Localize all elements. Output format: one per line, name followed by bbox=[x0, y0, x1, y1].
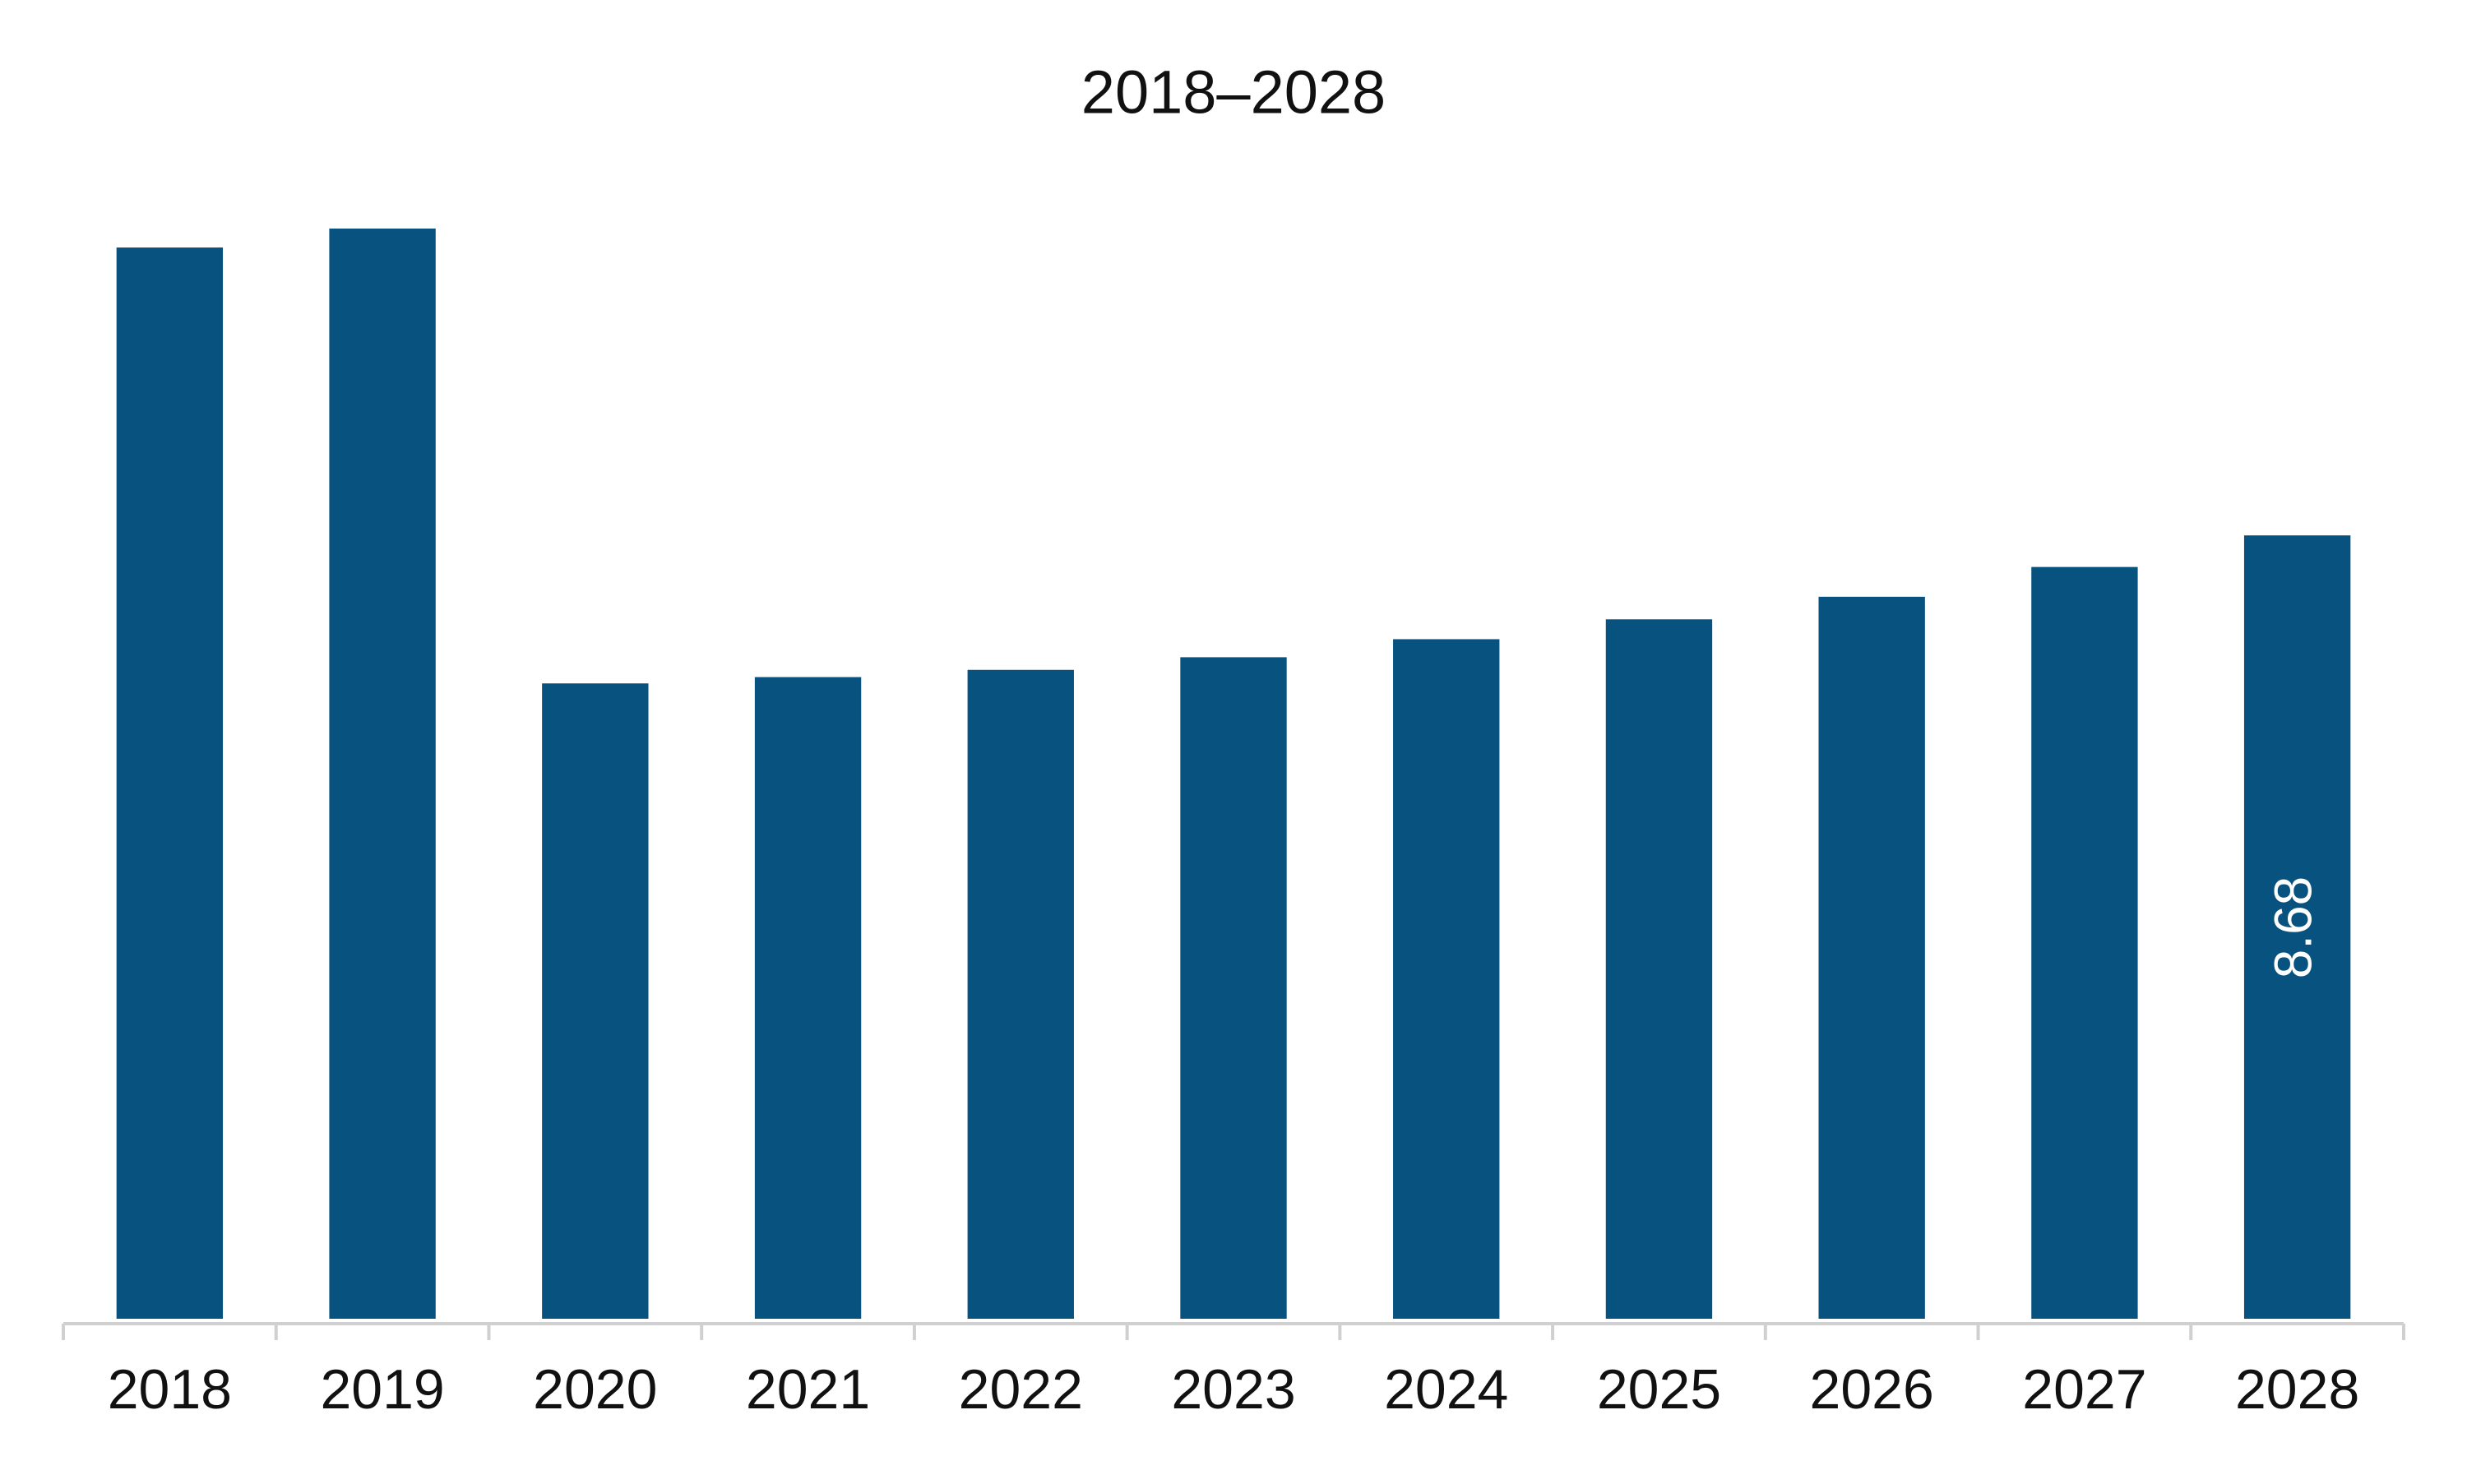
x-tick-label: 2020 bbox=[533, 1358, 657, 1421]
x-tick-label: 2018 bbox=[108, 1358, 232, 1421]
x-tick-label: 2024 bbox=[1384, 1358, 1508, 1421]
x-tick-label: 2027 bbox=[2022, 1358, 2146, 1421]
data-label: 8.68 bbox=[2264, 876, 2323, 979]
bar bbox=[116, 247, 224, 1320]
x-tick-label: 2019 bbox=[320, 1358, 444, 1421]
x-tick-label: 2028 bbox=[2235, 1358, 2359, 1421]
bar bbox=[329, 229, 436, 1319]
bar bbox=[1393, 639, 1500, 1319]
x-tick-label: 2023 bbox=[1171, 1358, 1295, 1421]
bar bbox=[1180, 657, 1287, 1319]
bar bbox=[2031, 566, 2138, 1319]
bar bbox=[1605, 619, 1713, 1319]
x-tick-label: 2026 bbox=[1810, 1358, 1934, 1421]
bar bbox=[542, 683, 649, 1319]
chart-title: 2018–2028 bbox=[1081, 58, 1386, 127]
x-tick-label: 2021 bbox=[746, 1358, 870, 1421]
bar bbox=[754, 677, 862, 1319]
x-tick-label: 2025 bbox=[1597, 1358, 1721, 1421]
bar bbox=[1818, 596, 1925, 1319]
bar bbox=[967, 669, 1074, 1319]
bar bbox=[2243, 535, 2351, 1319]
x-tick-label: 2022 bbox=[959, 1358, 1083, 1421]
